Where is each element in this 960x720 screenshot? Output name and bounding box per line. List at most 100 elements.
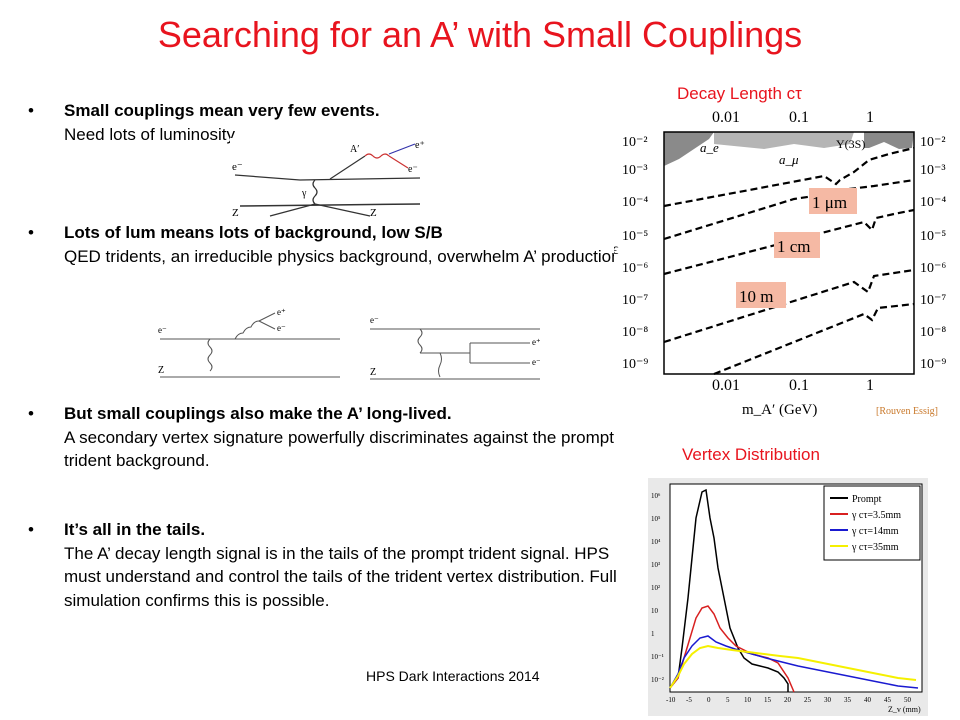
legend-35mm: γ cτ=35mm	[851, 542, 899, 553]
vtx-x-tick-4: 5	[726, 696, 730, 704]
bullet-2-body: QED tridents, an irreducible physics bac…	[64, 246, 626, 266]
bullet-1-head: Small couplings mean very few events.	[64, 101, 380, 120]
vtx-y-tick-5: 10²	[651, 584, 660, 592]
y-tick-right-1: 10⁻²	[920, 135, 946, 150]
vtx-y-tick-8: 10⁻¹	[651, 653, 664, 661]
top-tick-0.01: 0.01	[712, 109, 740, 126]
curve-label-1um: 1 μm	[812, 193, 847, 212]
vtx-y-tick-6: 10	[651, 607, 659, 615]
legend-3p5mm: γ cτ=3.5mm	[851, 510, 901, 521]
decay-xlabel: m_A′ (GeV)	[742, 402, 817, 418]
trident-left-eplus: e⁺	[277, 307, 286, 317]
signal-eminus-label: e⁻	[408, 164, 418, 175]
vertex-distribution-plot: Prompt γ cτ=3.5mm γ cτ=14mm γ cτ=35mm 10…	[648, 478, 928, 716]
bottom-tick-1: 1	[866, 377, 874, 394]
bottom-tick-0.1: 0.1	[789, 377, 809, 394]
vtx-x-tick-5: 10	[744, 696, 752, 704]
curve-1um	[663, 146, 915, 208]
y-ticks-right: 10⁻² 10⁻³ 10⁻⁴ 10⁻⁵ 10⁻⁶ 10⁻⁷ 10⁻⁸ 10⁻⁹	[920, 135, 946, 372]
trident-right-e-in: e⁻	[370, 315, 379, 325]
y-tick-right-2: 10⁻³	[920, 163, 946, 178]
y-tick-right-7: 10⁻⁸	[920, 325, 946, 340]
bottom-tick-0.01: 0.01	[712, 377, 740, 394]
signal-z-in-label: Z	[232, 207, 239, 219]
signal-eplus-label: e⁺	[415, 140, 425, 151]
vtx-xlabel: Z_v (mm)	[888, 705, 921, 714]
y-tick-left-2: 10⁻³	[622, 163, 648, 178]
trident-diagram-right: e⁻ e⁺ e⁻ Z	[360, 305, 540, 385]
vtx-x-tick-7: 20	[784, 696, 792, 704]
decay-credit: [Rouven Essig]	[876, 406, 938, 417]
trident-right-eminus: e⁻	[532, 357, 540, 367]
curve-label-10m: 10 m	[739, 287, 773, 306]
y-tick-left-8: 10⁻⁹	[622, 357, 648, 372]
bullet-4-head: It’s all in the tails.	[64, 520, 206, 539]
bullet-4-body: The A’ decay length signal is in the tai…	[64, 543, 617, 610]
hist-14mm	[669, 635, 919, 689]
trident-diagram-left: e⁻ e⁺ e⁻ Z	[140, 305, 340, 385]
bullet-marker: •	[28, 101, 34, 120]
top-tick-0.1: 0.1	[789, 109, 809, 126]
decay-length-label: Decay Length cτ	[677, 84, 802, 103]
y-ticks-left: 10⁻² 10⁻³ 10⁻⁴ 10⁻⁵ 10⁻⁶ 10⁻⁷ 10⁻⁸ 10⁻⁹	[622, 135, 648, 372]
vtx-y-tick-7: 1	[651, 630, 655, 638]
vtx-x-tick-3: 0	[707, 696, 711, 704]
y-tick-left-3: 10⁻⁴	[622, 195, 648, 210]
y-tick-left-4: 10⁻⁵	[622, 229, 648, 244]
vtx-x-tick-11: 40	[864, 696, 872, 704]
vtx-y-tick-2: 10⁵	[651, 515, 661, 523]
trident-right-eplus: e⁺	[532, 337, 540, 347]
y-tick-left-1: 10⁻²	[622, 135, 648, 150]
bullet-marker: •	[28, 520, 34, 539]
y-tick-left-6: 10⁻⁷	[622, 293, 648, 308]
legend-14mm: γ cτ=14mm	[851, 526, 899, 537]
hist-prompt	[669, 488, 789, 692]
vtx-y-tick-4: 10³	[651, 561, 660, 569]
bullet-marker: •	[28, 404, 34, 423]
y-tick-right-6: 10⁻⁷	[920, 293, 946, 308]
y-tick-left-7: 10⁻⁸	[622, 325, 648, 340]
bullet-1-body: Need lots of luminosity.	[64, 124, 239, 144]
y-tick-left-5: 10⁻⁶	[622, 261, 648, 276]
trident-left-e-in: e⁻	[158, 325, 167, 335]
vtx-x-tick-13: 50	[904, 696, 912, 704]
trident-left-z: Z	[158, 365, 164, 376]
vtx-x-tick-12: 45	[884, 696, 892, 704]
curve-10m	[663, 208, 915, 276]
region-label-amu: a_μ	[779, 152, 799, 167]
signal-aprime-label: A′	[350, 144, 359, 155]
y-tick-right-8: 10⁻⁹	[920, 357, 946, 372]
region-label-ae: a_e	[700, 140, 719, 155]
vtx-x-tick-1: -10	[666, 696, 676, 704]
curve-label-1cm: 1 cm	[777, 237, 811, 256]
y-tick-right-3: 10⁻⁴	[920, 195, 946, 210]
bullet-marker: •	[28, 223, 34, 242]
decay-plot-frame	[663, 131, 915, 375]
signal-z-out-label: Z	[370, 207, 377, 219]
trident-right-z: Z	[370, 367, 376, 378]
hist-35mm	[669, 644, 917, 689]
bullet-2-head: Lots of lum means lots of background, lo…	[64, 223, 443, 242]
top-tick-1: 1	[866, 109, 874, 126]
signal-gamma-label: γ	[301, 188, 307, 199]
decay-length-plot: 1 μm 1 cm 10 m a_e a_μ Υ(3S) 0.01 0.1 1 …	[614, 104, 958, 424]
slide-footer: HPS Dark Interactions 2014	[366, 668, 540, 684]
vtx-y-tick-9: 10⁻²	[651, 676, 664, 684]
curve-lower-1	[663, 268, 915, 344]
y-tick-right-4: 10⁻⁵	[920, 229, 946, 244]
vtx-y-tick-3: 10⁴	[651, 538, 661, 546]
signal-e-in-label: e⁻	[232, 161, 243, 173]
curve-lower-2	[713, 302, 915, 376]
region-label-upsilon: Υ(3S)	[836, 137, 865, 151]
signal-feynman-diagram: e⁻ A′ e⁺ e⁻ γ Z Z	[230, 138, 430, 220]
y-tick-right-5: 10⁻⁶	[920, 261, 946, 276]
legend-prompt: Prompt	[852, 494, 882, 505]
vtx-x-tick-2: -5	[686, 696, 692, 704]
vtx-x-tick-6: 15	[764, 696, 772, 704]
vertex-distribution-label: Vertex Distribution	[682, 445, 820, 464]
vtx-x-tick-10: 35	[844, 696, 852, 704]
decay-ylabel: ϵ	[614, 241, 619, 258]
bullet-3-body: A secondary vertex signature powerfully …	[64, 427, 614, 471]
trident-left-eminus: e⁻	[277, 323, 286, 333]
vtx-y-tick-1: 10⁶	[651, 492, 661, 500]
